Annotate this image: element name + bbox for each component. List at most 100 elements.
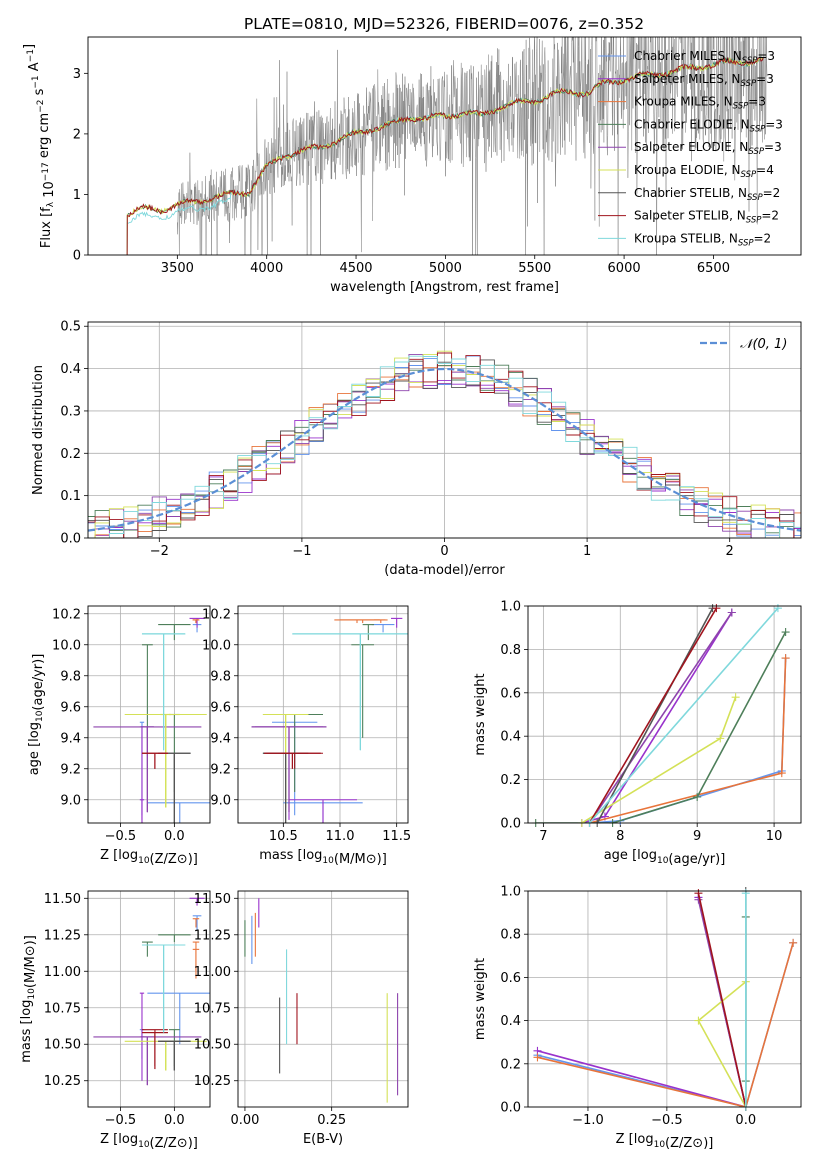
massweight-point-kroupa_miles — [533, 1053, 542, 1062]
y-tick-label: 0.8 — [500, 928, 521, 943]
legend-sub: SSP — [733, 102, 749, 112]
normal-legend-label: 𝒩(0, 1) — [740, 337, 787, 352]
label-sub: 10 — [138, 1140, 150, 1150]
y-tick-label: 0.8 — [500, 643, 521, 658]
legend-text: Salpeter STELIB, N — [634, 209, 746, 223]
legend-sub: SSP — [750, 124, 766, 134]
legend-suffix: =4 — [756, 163, 774, 177]
label-part: wavelength [Angstrom, rest frame] — [330, 280, 559, 295]
x-axis-label: mass [log10(M/M⊙)] — [259, 848, 387, 867]
y-tick-label: 10.25 — [44, 1074, 81, 1089]
legend-suffix: =2 — [761, 209, 779, 223]
label-part: Z [ — [100, 848, 118, 863]
label-part: (M/M⊙)] — [23, 935, 38, 988]
y-tick-label: 0.2 — [500, 1057, 521, 1072]
y-tick-label: 11.00 — [44, 965, 81, 980]
residuals-frame — [87, 321, 802, 539]
age_vs_Z-frame — [87, 605, 211, 824]
legend-label-chabrier_elodie: Chabrier ELODIE, NSSP=3 — [634, 117, 783, 134]
y-axis-label: mass weight — [473, 958, 488, 1040]
x-tick-label: −2 — [150, 544, 169, 559]
legend-suffix: =3 — [757, 49, 775, 63]
y-tick-label: 10.25 — [194, 1074, 231, 1089]
x-tick-label: −1 — [292, 544, 311, 559]
x-tick-label: 6000 — [608, 261, 641, 276]
y-axis-label: age [log10(age/yr)] — [27, 654, 46, 776]
legend-text: Kroupa STELIB, N — [634, 231, 738, 245]
x-tick-label: 5000 — [429, 261, 462, 276]
legend-text: Salpeter ELODIE, N — [634, 140, 748, 154]
y-tick-label: 9.4 — [60, 731, 81, 746]
x-tick-label: 0.0 — [735, 1113, 756, 1128]
massweight_vs_Z-frame — [527, 890, 802, 1108]
x-tick-label: 11.5 — [382, 829, 411, 844]
x-tick-label: 1 — [583, 544, 591, 559]
x-axis-label: wavelength [Angstrom, rest frame] — [330, 280, 559, 295]
y-tick-label: 9.8 — [210, 669, 231, 684]
y-tick-label: 0.5 — [60, 320, 81, 335]
y-tick-label: 0.6 — [500, 686, 521, 701]
legend-label-salpeter_stelib: Salpeter STELIB, NSSP=2 — [634, 209, 779, 226]
y-tick-label: 9.0 — [60, 793, 81, 808]
normal-curve — [87, 367, 802, 532]
label-part: ] — [22, 44, 37, 49]
label-part: Z [ — [616, 1132, 634, 1147]
label-part: mass weight — [473, 958, 488, 1040]
label-part: −1 — [26, 49, 36, 62]
label-part: mass [ — [19, 1019, 34, 1062]
label-part: age [ — [604, 848, 637, 863]
x-tick-label: 3500 — [161, 261, 194, 276]
legend-text: Kroupa MILES, N — [634, 95, 733, 109]
massweight-line-kroupa_elodie — [581, 696, 737, 823]
label-part: log — [118, 848, 138, 863]
label-part: log — [303, 848, 323, 863]
y-tick-label: 2 — [73, 127, 81, 142]
label-part: log — [27, 722, 42, 742]
massweight-point-kroupa_miles — [789, 938, 798, 947]
legend-text: Kroupa ELODIE, N — [634, 163, 741, 177]
label-part: −1 — [31, 75, 41, 88]
label-part: Flux [f — [39, 207, 54, 248]
y-tick-label: 1.0 — [500, 885, 521, 900]
y-tick-label: 10.2 — [52, 607, 81, 622]
y-tick-label: 1 — [73, 188, 81, 203]
label-part: −2 — [36, 100, 46, 113]
massweight-line-salpeter_stelib — [588, 607, 718, 823]
legend-suffix: =3 — [748, 95, 766, 109]
legend-sub: SSP — [746, 216, 762, 226]
histogram-salpeter_miles — [88, 373, 801, 538]
massweight-line-salpeter_miles — [537, 897, 747, 1107]
massweight-point-chabrier_elodie — [781, 628, 790, 637]
label-part: Z [ — [100, 1132, 118, 1147]
salpeter_stelib-model-line — [126, 56, 764, 255]
massweight-point-salpeter_stelib — [694, 889, 703, 898]
label-part: (age/yr)] — [31, 654, 46, 711]
y-axis-label: Flux [fλ 10−17 erg cm−2 s−1 A−1] — [22, 44, 57, 248]
y-tick-label: 1.0 — [500, 600, 521, 615]
histogram-chabrier_miles — [88, 355, 801, 538]
x-tick-label: 9 — [693, 829, 701, 844]
legend-suffix: =3 — [756, 72, 774, 86]
y-tick-label: 9.2 — [60, 762, 81, 777]
y-tick-label: 0.3 — [60, 404, 81, 419]
legend-sub: SSP — [741, 79, 757, 89]
x-axis-label: age [log10(age/yr)] — [604, 848, 726, 867]
legend-suffix: =2 — [763, 186, 781, 200]
x-tick-label: 0.0 — [164, 829, 185, 844]
label-part: A — [27, 62, 42, 75]
y-tick-label: 0.0 — [500, 1101, 521, 1116]
y-tick-label: 11.50 — [194, 892, 231, 907]
y-tick-label: 0.2 — [500, 773, 521, 788]
legend-label-kroupa_miles: Kroupa MILES, NSSP=3 — [634, 95, 766, 112]
label-part: log — [118, 1132, 138, 1147]
label-part: s — [32, 88, 47, 99]
age_vs_mass-frame — [237, 605, 409, 824]
mass_vs_ebv-frame — [237, 890, 409, 1108]
y-tick-label: 9.4 — [210, 731, 231, 746]
y-tick-label: 11.25 — [44, 928, 81, 943]
legend-label-kroupa_elodie: Kroupa ELODIE, NSSP=4 — [634, 163, 774, 180]
histogram-chabrier_stelib — [88, 359, 801, 538]
label-part: E(B-V) — [303, 1132, 343, 1147]
y-tick-label: 0.2 — [60, 447, 81, 462]
